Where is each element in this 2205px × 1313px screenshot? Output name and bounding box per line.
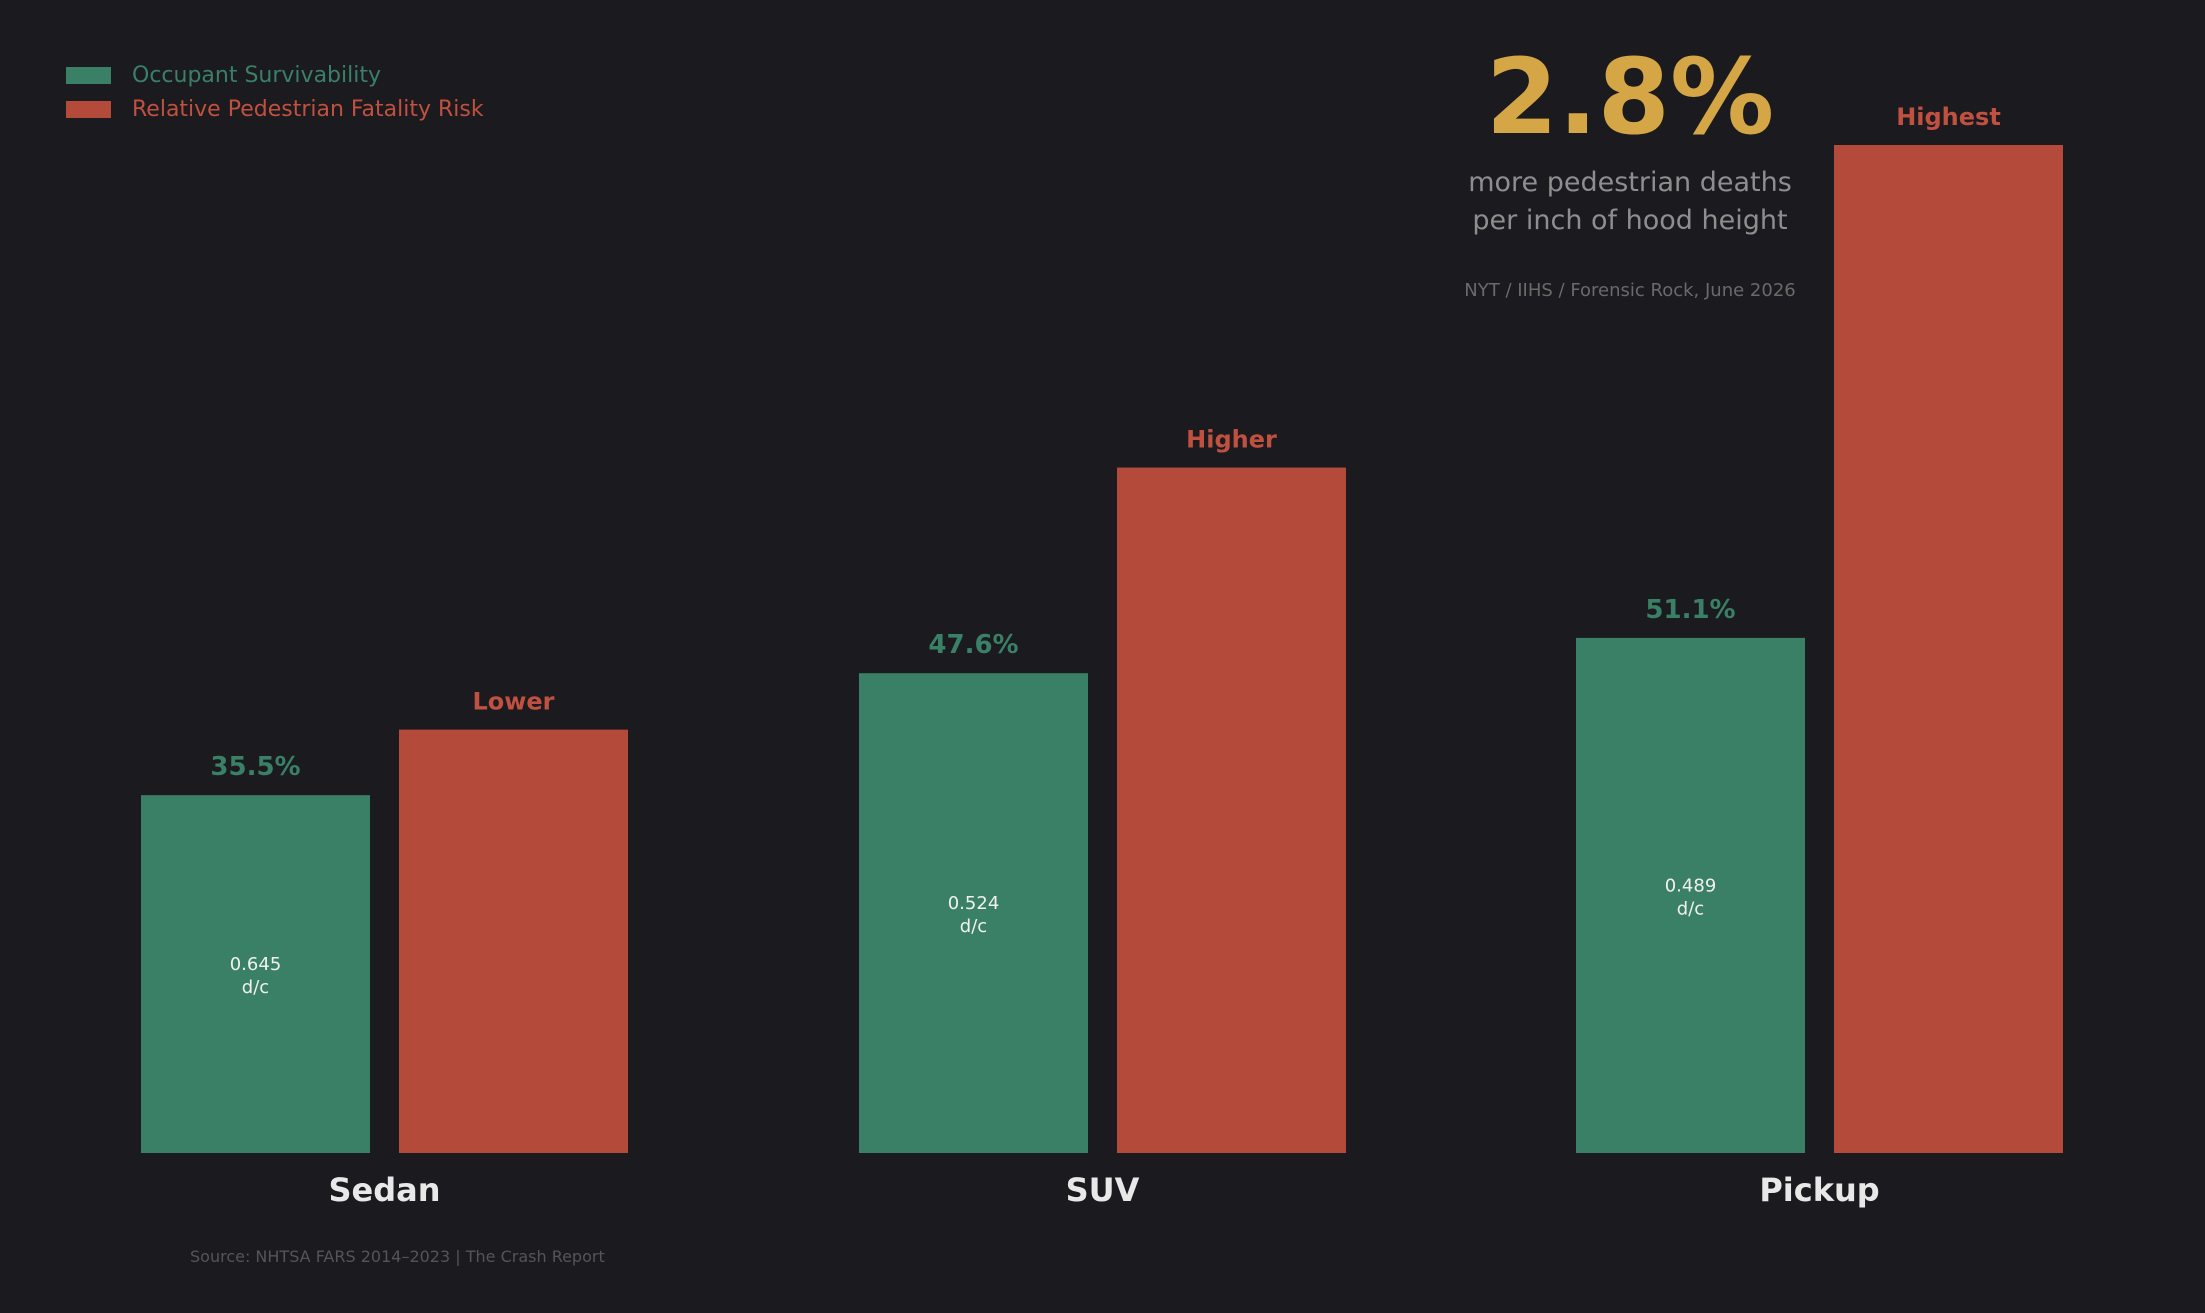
callout-value: 2.8% — [1485, 36, 1775, 158]
footer-source: Source: NHTSA FARS 2014–2023 | The Crash… — [190, 1247, 605, 1266]
legend-item-risk: Relative Pedestrian Fatality Risk — [66, 92, 484, 126]
bar-sedan-risk — [399, 729, 628, 1153]
inner-label-sedan-1: d/c — [242, 977, 269, 998]
data-label-suv-risk: Higher — [1186, 426, 1277, 454]
data-label-pickup-risk: Highest — [1896, 103, 2001, 131]
callout-source: NYT / IIHS / Forensic Rock, June 2026 — [1464, 279, 1796, 301]
inner-label-suv-1: d/c — [960, 916, 987, 937]
callout: 2.8% more pedestrian deaths per inch of … — [1430, 40, 1830, 301]
category-label-pickup: Pickup — [1759, 1171, 1879, 1209]
bar-pickup-risk — [1834, 145, 2063, 1153]
legend-swatch-survivability — [66, 66, 111, 84]
data-label-pickup-survivability: 51.1% — [1645, 595, 1735, 625]
inner-label-suv-0: 0.524 — [948, 893, 1000, 914]
callout-description: more pedestrian deaths per inch of hood … — [1430, 164, 1830, 240]
legend-item-survivability: Occupant Survivability — [66, 58, 484, 92]
category-label-suv: SUV — [1066, 1171, 1140, 1209]
inner-label-sedan-0: 0.645 — [230, 954, 282, 975]
callout-line-1: more pedestrian deaths — [1468, 167, 1792, 199]
data-label-sedan-survivability: 35.5% — [210, 752, 300, 782]
inner-label-pickup-1: d/c — [1677, 898, 1704, 919]
legend-label-risk: Relative Pedestrian Fatality Risk — [132, 96, 484, 122]
legend-swatch-risk — [66, 100, 111, 118]
category-label-sedan: Sedan — [328, 1171, 440, 1209]
bar-suv-risk — [1117, 467, 1346, 1153]
bar-suv-survivability — [859, 673, 1088, 1153]
data-label-sedan-risk: Lower — [472, 688, 554, 716]
inner-label-pickup-0: 0.489 — [1665, 875, 1717, 896]
legend-label-survivability: Occupant Survivability — [132, 62, 381, 88]
legend: Occupant Survivability Relative Pedestri… — [66, 58, 484, 126]
bar-pickup-survivability — [1576, 637, 1805, 1153]
bar-sedan-survivability — [141, 795, 370, 1153]
callout-line-2: per inch of hood height — [1472, 205, 1788, 237]
data-label-suv-survivability: 47.6% — [928, 630, 1018, 660]
